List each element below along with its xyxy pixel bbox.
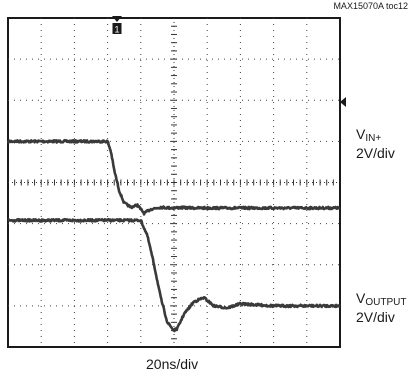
document-id: MAX15070A toc12 [333,1,408,11]
time-scale-label: 20ns/div [146,356,199,372]
series-label-vout-sub: OUTPUT [365,297,407,308]
series-label-vin-sub: IN+ [365,133,382,144]
trigger-position-marker [112,16,122,22]
series-label-vin-main: V [356,126,366,142]
channel-1-marker: 1 [114,25,119,35]
markers: 1 [112,16,346,107]
trace-line-vin [6,139,341,216]
series-label-vout-main: V [356,290,366,306]
trigger-level-marker [340,97,346,107]
traces [6,139,341,333]
trace-line-vout [7,217,341,333]
series-scale-vout: 2V/div [356,309,395,325]
series-label-vout: VOUTPUT [356,290,406,311]
series-scale-vin: 2V/div [356,145,395,161]
channel-1-badge [112,23,122,34]
series-label-vin: VIN+ [356,126,381,147]
